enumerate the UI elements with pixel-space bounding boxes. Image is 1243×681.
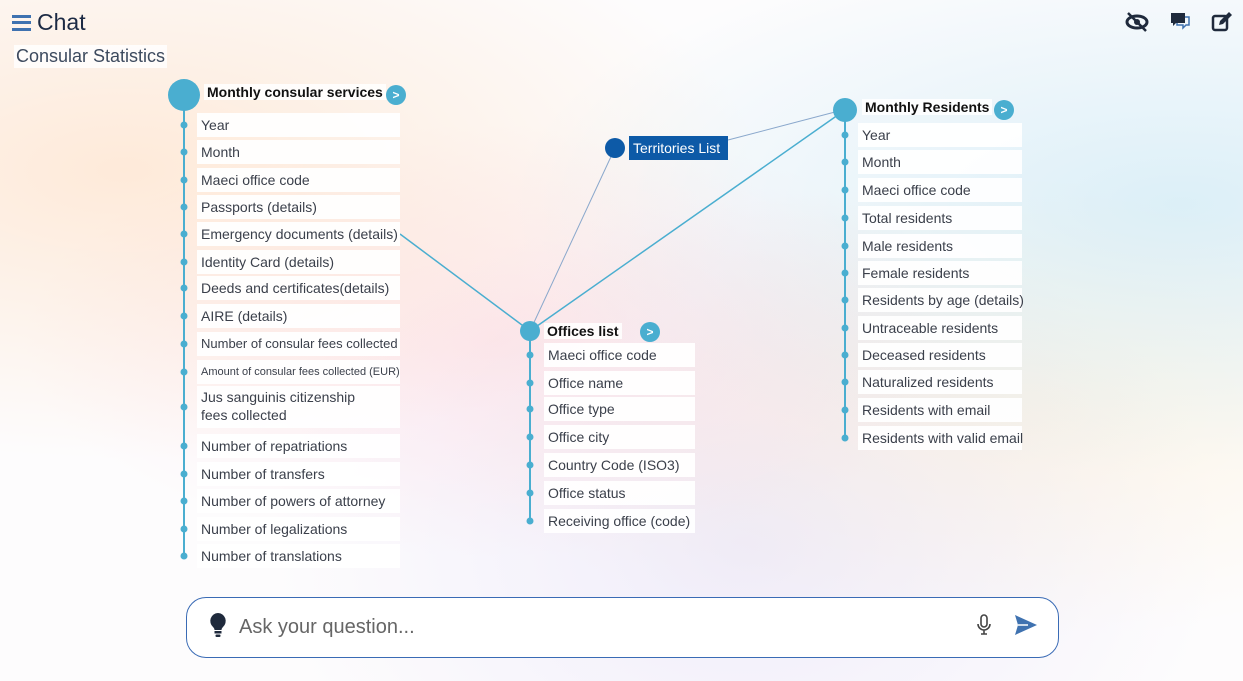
offices-node: [520, 321, 540, 341]
field-item[interactable]: Month: [858, 150, 1022, 174]
field-item[interactable]: Receiving office (code): [544, 509, 695, 533]
question-input[interactable]: [239, 616, 976, 639]
relation-line: [529, 109, 846, 332]
field-dot: [841, 186, 849, 194]
field-dot: [841, 158, 849, 166]
relation-line: [727, 111, 836, 141]
title-text: Chat: [37, 9, 86, 35]
relation-line: [529, 147, 616, 332]
field-item[interactable]: Deeds and certificates(details): [197, 276, 400, 300]
field-dot: [180, 340, 188, 348]
field-item[interactable]: Number of translations: [197, 544, 400, 568]
table-title-offices[interactable]: Offices list: [544, 323, 622, 339]
field-item[interactable]: Total residents: [858, 206, 1022, 230]
field-dot: [526, 379, 534, 387]
field-item[interactable]: Maeci office code: [858, 178, 1022, 202]
field-item[interactable]: Residents with email: [858, 398, 1022, 422]
microphone-icon[interactable]: [976, 614, 992, 641]
field-item[interactable]: Office name: [544, 371, 695, 395]
field-dot: [841, 324, 849, 332]
field-item[interactable]: Passports (details): [197, 195, 400, 219]
field-item[interactable]: Office type: [544, 397, 695, 421]
field-item[interactable]: Residents with valid email: [858, 426, 1023, 450]
field-item[interactable]: Naturalized residents: [858, 370, 1022, 394]
field-item[interactable]: Country Code (ISO3): [544, 453, 695, 477]
territories-node: [605, 138, 625, 158]
field-dot: [841, 214, 849, 222]
field-item[interactable]: Identity Card (details): [197, 250, 400, 274]
field-item[interactable]: Deceased residents: [858, 343, 1022, 367]
field-item[interactable]: Maeci office code: [544, 343, 695, 367]
field-dot: [526, 351, 534, 359]
expand-consular-button[interactable]: >: [386, 85, 406, 105]
field-dot: [841, 406, 849, 414]
relation-line: [399, 233, 531, 332]
field-dot: [841, 296, 849, 304]
table-title-consular[interactable]: Monthly consular services: [204, 84, 386, 100]
field-item[interactable]: Month: [197, 140, 400, 164]
expand-residents-button[interactable]: >: [994, 100, 1014, 120]
field-dot: [180, 284, 188, 292]
field-dot: [180, 258, 188, 266]
send-icon[interactable]: [1014, 614, 1038, 641]
field-dot: [526, 433, 534, 441]
expand-offices-button[interactable]: >: [640, 322, 660, 342]
field-dot: [841, 351, 849, 359]
field-dot: [841, 131, 849, 139]
field-item[interactable]: Male residents: [858, 234, 1022, 258]
field-dot: [180, 203, 188, 211]
field-item[interactable]: Office status: [544, 481, 695, 505]
field-item[interactable]: Number of transfers: [197, 462, 400, 486]
field-dot: [180, 148, 188, 156]
field-dot: [526, 405, 534, 413]
field-item[interactable]: Jus sanguinis citizenship fees collected: [197, 386, 400, 428]
chat-input-bar: [186, 597, 1059, 658]
field-item[interactable]: AIRE (details): [197, 304, 400, 328]
field-item[interactable]: Amount of consular fees collected (EUR): [197, 360, 400, 384]
field-item[interactable]: Number of legalizations: [197, 517, 400, 541]
field-item[interactable]: Female residents: [858, 261, 1022, 285]
eye-slash-icon[interactable]: [1125, 10, 1149, 34]
comments-icon[interactable]: [1169, 10, 1193, 34]
field-item[interactable]: Office city: [544, 425, 695, 449]
field-item[interactable]: Maeci office code: [197, 168, 400, 192]
field-dot: [841, 434, 849, 442]
field-dot: [841, 242, 849, 250]
residents-node: [833, 98, 857, 122]
field-dot: [841, 269, 849, 277]
page-subtitle: Consular Statistics: [14, 45, 168, 68]
field-dot: [180, 525, 188, 533]
field-item[interactable]: Residents by age (details): [858, 288, 1024, 312]
lightbulb-icon[interactable]: [207, 612, 229, 643]
field-dot: [526, 489, 534, 497]
edit-icon[interactable]: [1210, 10, 1234, 34]
field-dot: [180, 368, 188, 376]
table-title-residents[interactable]: Monthly Residents: [862, 99, 993, 115]
field-dot: [180, 121, 188, 129]
menu-icon[interactable]: [12, 14, 31, 31]
field-item[interactable]: Untraceable residents: [858, 316, 1022, 340]
field-dot: [180, 552, 188, 560]
field-item[interactable]: Emergency documents (details): [197, 222, 400, 246]
field-dot: [180, 403, 188, 411]
field-dot: [180, 442, 188, 450]
app-title: Chat: [12, 9, 86, 36]
field-item[interactable]: Year: [858, 123, 1022, 147]
table-title-territories[interactable]: Territories List: [629, 136, 728, 160]
field-item[interactable]: Year: [197, 113, 400, 137]
field-dot: [526, 517, 534, 525]
field-item[interactable]: Number of consular fees collected: [197, 332, 400, 356]
consular-node: [168, 79, 200, 111]
field-dot: [841, 378, 849, 386]
field-dot: [180, 176, 188, 184]
field-item[interactable]: Number of repatriations: [197, 434, 400, 458]
field-dot: [180, 230, 188, 238]
field-dot: [526, 461, 534, 469]
field-item[interactable]: Number of powers of attorney: [197, 489, 400, 513]
field-dot: [180, 497, 188, 505]
field-dot: [180, 312, 188, 320]
field-dot: [180, 470, 188, 478]
